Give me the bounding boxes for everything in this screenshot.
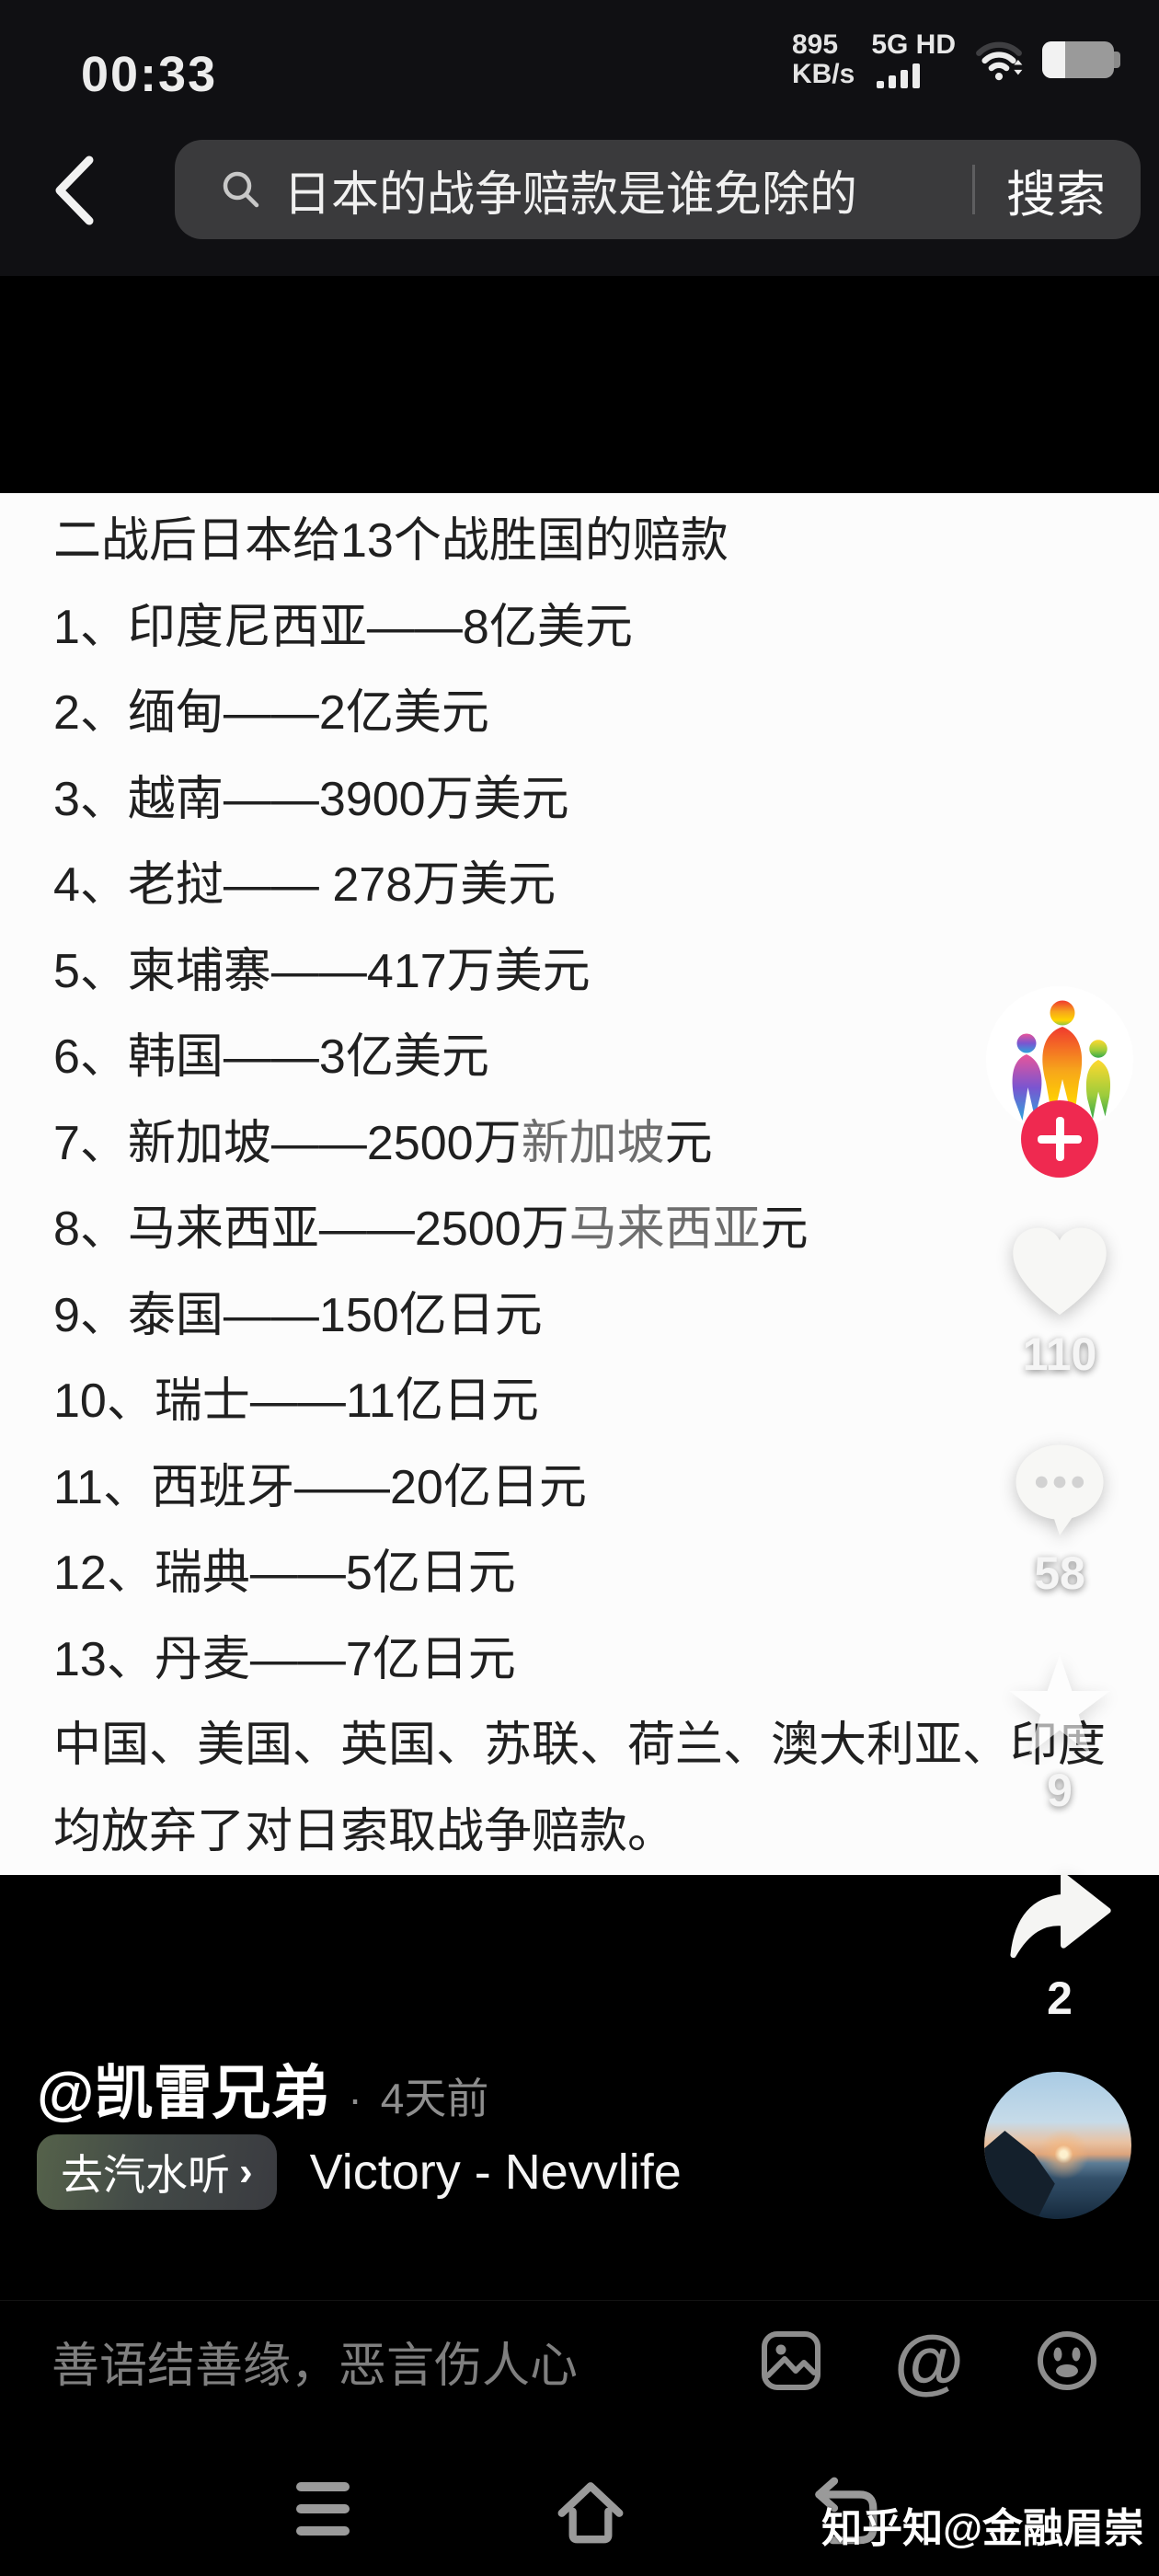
caption-segment: 二战后日本给13个战胜国的赔款	[53, 514, 729, 569]
share-icon[interactable]	[1002, 1868, 1118, 1965]
search-header: 日本的战争赔款是谁免除的 搜索	[0, 138, 1159, 245]
home-icon[interactable]	[548, 2467, 633, 2552]
cellular-indicator: 5G HD	[871, 31, 956, 88]
caption-segment: 6、韩国——3亿美元	[53, 1030, 489, 1085]
menu-icon[interactable]	[296, 2482, 350, 2536]
caption-line: 10、瑞士——11亿日元	[0, 1353, 1159, 1440]
caption-segment: 11、西班牙——20亿日元	[53, 1460, 587, 1514]
network-speed: 895 KB/s	[792, 30, 855, 89]
post-age: 4天前	[380, 2075, 489, 2122]
album-art-rock-silhouette	[984, 2131, 1055, 2219]
back-nav-icon[interactable]	[802, 2467, 887, 2552]
avatar-runners-image	[1012, 1000, 1111, 1123]
caption-segment: 马来西亚	[568, 1202, 761, 1257]
caption-line: 6、韩国——3亿美元	[0, 1009, 1159, 1096]
back-chevron-icon	[55, 155, 94, 225]
caption-segment: 12、瑞典——5亿日元	[53, 1547, 516, 1601]
comment-control: 58	[986, 1437, 1133, 1600]
caption-segment: 元	[760, 1202, 809, 1257]
status-bar: 00:33 895 KB/s 5G HD	[0, 0, 1159, 120]
caption-segment: 9、泰国——150亿日元	[53, 1288, 543, 1342]
share-control: 2	[986, 1868, 1133, 2025]
soda-music-label: 去汽水听	[61, 2151, 230, 2199]
network-speed-unit: KB/s	[791, 59, 855, 89]
caption-segment: 5、柬埔寨——417万美元	[53, 944, 591, 998]
follow-plus-button[interactable]	[1021, 1100, 1098, 1178]
author-handle[interactable]: @凯雷兄弟	[37, 2060, 330, 2126]
wifi-icon	[976, 41, 1023, 81]
caption-segment: 4、老挝—— 278万美元	[53, 858, 557, 913]
music-title[interactable]: Victory - Nevvlife	[309, 2145, 682, 2200]
signal-bars-icon	[877, 63, 921, 88]
share-count: 2	[1047, 1972, 1073, 2024]
clock-time: 00:33	[81, 47, 218, 102]
music-row: 去汽水听 › Victory - Nevvlife	[37, 2134, 682, 2210]
favorite-count: 9	[1047, 1765, 1073, 1816]
caption-line: 二战后日本给13个战胜国的赔款	[0, 493, 1159, 580]
star-icon[interactable]	[1004, 1650, 1116, 1757]
caption-segment: 8、马来西亚——2500万	[53, 1202, 569, 1257]
caption-line: 8、马来西亚——2500万 马来西亚元	[0, 1181, 1159, 1268]
emoji-icon[interactable]	[1036, 2329, 1098, 2392]
caption-line: 9、泰国——150亿日元	[0, 1268, 1159, 1354]
caption-segment: 新加坡	[521, 1116, 665, 1170]
network-speed-value: 895	[791, 29, 839, 60]
comment-input-bar[interactable]: 善语结善缘，恶言伤人心 @	[0, 2300, 1159, 2421]
video-caption-panel: 二战后日本给13个战胜国的赔款 1、印度尼西亚——8亿美元 2、缅甸——2亿美元 3、…	[0, 493, 1159, 1875]
at-mention-icon[interactable]: @	[893, 2320, 964, 2401]
zhihu-watermark: 知乎知@金融眉崇	[821, 2506, 1144, 2551]
search-submit-button[interactable]: 搜索	[1006, 167, 1106, 223]
back-button[interactable]	[42, 151, 107, 230]
battery-icon	[1042, 41, 1120, 78]
like-count: 110	[1022, 1328, 1097, 1380]
comment-icon[interactable]	[1006, 1437, 1113, 1540]
post-separator: ·	[348, 2075, 362, 2122]
favorite-control: 9	[986, 1650, 1133, 1817]
caption-line: 13、丹麦——7亿日元	[0, 1612, 1159, 1698]
search-divider	[972, 165, 975, 214]
caption-line: 3、越南——3900万美元	[0, 752, 1159, 838]
caption-segment: 中国、美国、英国、苏联、荷兰、澳大利亚、印度	[53, 1719, 1107, 1773]
caption-line: 7、新加坡——2500万 新加坡元	[0, 1096, 1159, 1182]
caption-line: 均放弃了对日索取战争赔款。	[0, 1784, 1159, 1870]
comment-count: 58	[1034, 1547, 1085, 1599]
caption-segment: 1、印度尼西亚——8亿美元	[53, 600, 633, 654]
soda-music-badge[interactable]: 去汽水听 ›	[37, 2134, 277, 2210]
sound-album-art[interactable]	[984, 2072, 1131, 2219]
status-indicators: 895 KB/s 5G HD	[792, 0, 1120, 120]
search-input[interactable]: 日本的战争赔款是谁免除的 搜索	[175, 140, 1141, 239]
caption-line: 1、印度尼西亚——8亿美元	[0, 580, 1159, 666]
search-icon	[219, 167, 263, 212]
caption-line: 12、瑞典——5亿日元	[0, 1525, 1159, 1612]
caption-segment: 3、越南——3900万美元	[53, 772, 569, 826]
caption-line: 中国、美国、英国、苏联、荷兰、澳大利亚、印度	[0, 1697, 1159, 1784]
caption-segment: 13、丹麦——7亿日元	[53, 1632, 516, 1686]
system-nav-bar: 知乎知@金融眉崇	[0, 2451, 1159, 2576]
caption-segment: 2、缅甸——2亿美元	[53, 686, 489, 741]
caption-line: 2、缅甸——2亿美元	[0, 665, 1159, 752]
caption-segment: 10、瑞士——11亿日元	[53, 1374, 539, 1429]
like-control: 110	[986, 1224, 1133, 1381]
caption-segment: 元	[664, 1116, 713, 1170]
comment-placeholder: 善语结善缘，恶言伤人心	[52, 2339, 579, 2393]
search-query-text: 日本的战争赔款是谁免除的	[283, 167, 858, 222]
caption-segment: 均放弃了对日索取战争赔款。	[53, 1804, 676, 1858]
heart-icon[interactable]	[1006, 1224, 1113, 1321]
caption-line: 4、老挝—— 278万美元	[0, 837, 1159, 924]
caption-segment: 7、新加坡——2500万	[53, 1116, 522, 1170]
author-row: @凯雷兄弟 · 4天前	[37, 2046, 488, 2131]
chevron-right-icon: ›	[239, 2149, 253, 2194]
caption-line: 5、柬埔寨——417万美元	[0, 924, 1159, 1010]
comment-bar-icons: @	[760, 2320, 1098, 2401]
image-icon[interactable]	[760, 2329, 822, 2392]
network-type-label: 5G HD	[871, 29, 956, 60]
caption-line: 11、西班牙——20亿日元	[0, 1440, 1159, 1526]
